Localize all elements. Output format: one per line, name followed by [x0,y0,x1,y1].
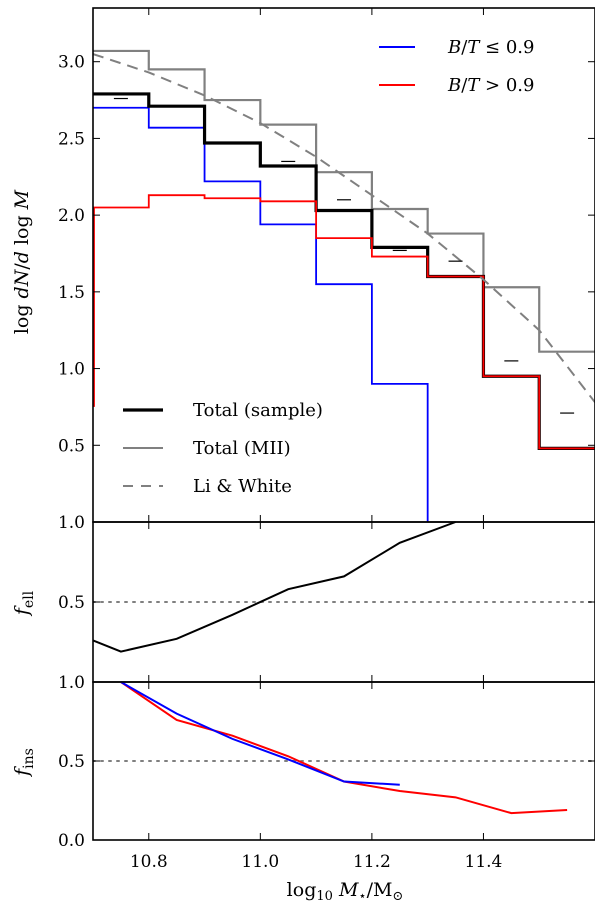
series-mii [93,49,595,353]
y-tick-label-1: 1.0 [58,513,85,533]
panel-middle-fell: 0.5 1.0 [58,513,595,683]
legend-bottom-label-1: Total (MII) [193,438,291,459]
panel-top-mass-function: 0.5 1.0 1.5 2.0 2.5 3.0 B/T ≤ 0.9 B/T > 0.9 Tota… [58,7,595,523]
y-tick-label-3: 2.0 [58,206,85,226]
y-axis-labels: log dN/d log M fell fins log10 M⋆/M⊙ [11,189,404,905]
frame-bottom [92,681,595,841]
plot-area-top [93,49,595,522]
y-tick-label-0: 0.5 [58,593,85,613]
plot-area-bottom [93,681,595,815]
x-tick-label-2: 11.2 [353,852,391,872]
legend-bottom-label-2: Li & White [193,476,292,497]
legend-label-0: B/T ≤ 0.9 [447,37,534,58]
x-tick-label-0: 10.8 [130,852,168,872]
y-tick-label-2: 1.5 [58,283,85,303]
y-tick-label-0: 0.5 [58,436,85,456]
x-axis-label: log10 M⋆/M⊙ [287,879,404,905]
series-bt_high [93,194,595,450]
series-fins_red [120,681,568,815]
y-tick-label-2: 1.0 [58,673,85,693]
y-tick-label-5: 3.0 [58,53,85,73]
plot-area-middle [93,521,595,653]
series-fell [93,521,456,653]
panel-bottom-fins: 0.0 0.5 1.0 10.8 11.0 11.2 11.4 [58,673,595,872]
x-tick-label-3: 11.4 [465,852,503,872]
series-li_white [93,53,595,403]
y-axis-label-top: log dN/d log M [11,189,33,334]
y-tick-label-1: 0.5 [58,752,85,772]
legend-label-1: B/T > 0.9 [447,75,534,96]
series-fins_blue [120,681,400,786]
x-tick-label-1: 11.0 [241,852,279,872]
legend-bottom-label-0: Total (sample) [193,400,323,421]
y-axis-label-middle: fell [11,590,37,617]
legend-top: B/T ≤ 0.9 B/T > 0.9 [379,37,534,96]
y-axis-label-bottom: fins [11,748,37,778]
legend-bottom: Total (sample) Total (MII) Li & White [123,400,323,497]
series-total_sample [93,92,595,450]
y-tick-label-0: 0.0 [58,831,85,851]
y-tick-label-4: 2.5 [58,129,85,149]
series-bt_low [93,106,429,522]
y-tick-label-1: 1.0 [58,360,85,380]
